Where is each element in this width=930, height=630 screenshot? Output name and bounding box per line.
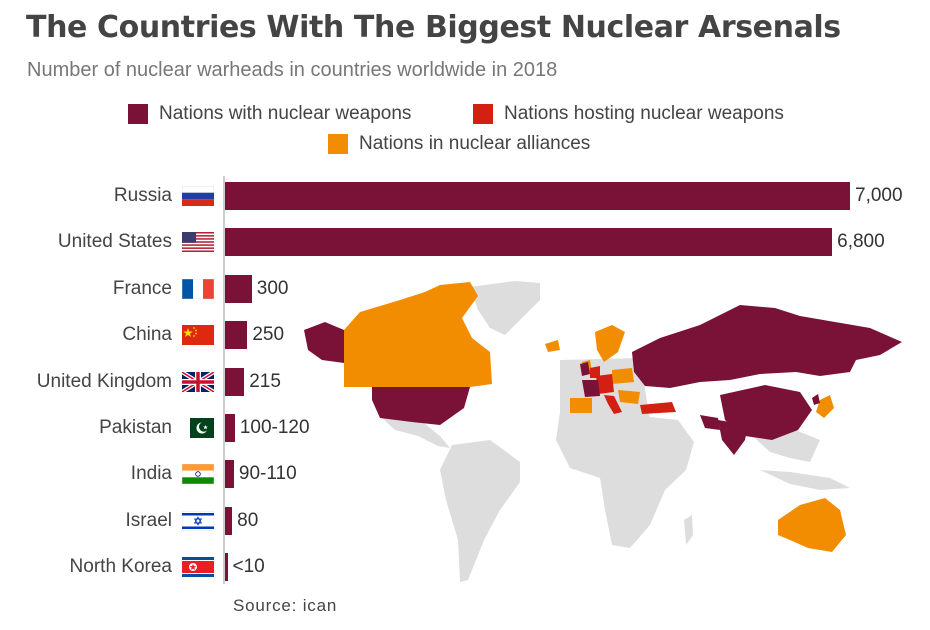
category-label: China (122, 324, 172, 346)
turkey-shape (640, 402, 676, 414)
france-shape (582, 380, 600, 397)
italy-shape (604, 395, 622, 414)
pakistan-flag-icon (182, 418, 214, 438)
madagascar-shape (684, 515, 693, 545)
legend-label-hosting: Nations hosting nuclear weapons (504, 103, 784, 124)
category-label: North Korea (69, 556, 172, 578)
india-shape (718, 420, 748, 455)
israel-flag-icon (182, 510, 214, 531)
bar-axis-line (223, 176, 225, 584)
bar (225, 228, 833, 257)
africa-shape (556, 408, 694, 548)
category-label: United Kingdom (36, 370, 172, 392)
north-korea-flag-icon (182, 557, 214, 578)
japan-shape (816, 395, 834, 418)
category-label: Russia (113, 185, 172, 206)
value-label: 100-120 (235, 416, 314, 440)
iceland-shape (545, 340, 560, 352)
legend-item-alliance: Nations in nuclear alliances (328, 133, 590, 155)
value-label: 215 (245, 369, 285, 394)
france-flag-icon (182, 278, 214, 299)
bar (225, 182, 850, 210)
legend-swatch-nuclear (128, 104, 148, 124)
russia-shape (632, 305, 902, 388)
usa-shape (372, 387, 470, 425)
bar (225, 367, 245, 396)
india-flag-icon (182, 464, 214, 485)
south-america-shape (440, 440, 520, 582)
legend-swatch-alliance (328, 134, 348, 154)
bar (225, 414, 235, 442)
pakistan-shape (700, 415, 720, 430)
value-label: 7,000 (851, 184, 907, 208)
category-label: United States (57, 231, 172, 253)
usa-flag-icon (182, 232, 214, 253)
category-label: Pakistan (99, 417, 172, 438)
bar (225, 321, 248, 350)
canada-shape (344, 282, 492, 387)
north-korea-shape (812, 394, 820, 405)
alaska-shape (304, 322, 344, 363)
legend-label-alliance: Nations in nuclear alliances (359, 133, 591, 154)
legend-item-nuclear: Nations with nuclear weapons (128, 103, 411, 125)
value-label: 6,800 (833, 230, 889, 255)
australia-shape (778, 498, 846, 552)
china-flag-icon (182, 325, 214, 346)
category-label: Israel (125, 509, 172, 531)
uk-flag-icon (182, 371, 214, 392)
value-label: 250 (248, 323, 289, 348)
poland-shape (612, 368, 634, 384)
value-label: <10 (228, 555, 269, 580)
value-label: 80 (233, 508, 263, 533)
category-label: India (130, 463, 172, 485)
bar (225, 460, 234, 489)
legend-item-hosting: Nations hosting nuclear weapons (473, 103, 784, 125)
chart-title: The Countries With The Biggest Nuclear A… (26, 10, 841, 45)
greenland-shape (470, 281, 540, 335)
spain-shape (570, 398, 592, 413)
legend-label-nuclear: Nations with nuclear weapons (159, 103, 412, 124)
germany-shape (596, 374, 614, 394)
uk-shape (580, 362, 590, 376)
value-label: 90-110 (234, 462, 301, 487)
bar (225, 506, 233, 535)
source-note: Source: ican (233, 596, 338, 615)
balkans-shape (618, 390, 640, 404)
legend-swatch-hosting (473, 104, 493, 124)
chart-subtitle: Number of nuclear warheads in countries … (27, 59, 558, 81)
value-label: 300 (252, 276, 293, 301)
indonesia-shape (760, 470, 850, 490)
bar (225, 274, 252, 303)
bar (225, 553, 228, 582)
mexico-central-america-shape (382, 418, 450, 448)
belgium-netherlands-shape (590, 366, 600, 378)
russia-flag-icon (182, 186, 214, 206)
category-label: France (112, 277, 172, 299)
scandinavia-shape (595, 325, 625, 362)
